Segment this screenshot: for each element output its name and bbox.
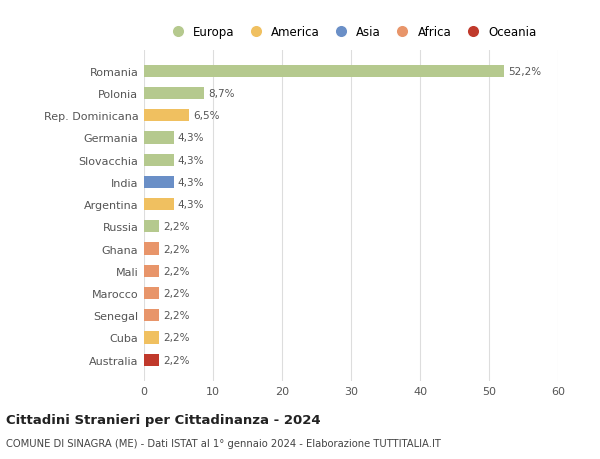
Text: 6,5%: 6,5% (193, 111, 220, 121)
Text: 2,2%: 2,2% (163, 222, 190, 232)
Text: 52,2%: 52,2% (508, 67, 541, 77)
Bar (144, 309, 159, 322)
Text: 4,3%: 4,3% (178, 155, 205, 165)
Text: 2,2%: 2,2% (163, 288, 190, 298)
Bar (144, 354, 159, 366)
Bar (144, 243, 159, 255)
Text: 8,7%: 8,7% (208, 89, 235, 99)
Bar (144, 66, 504, 78)
Bar (144, 154, 173, 167)
Bar (144, 199, 173, 211)
Text: 4,3%: 4,3% (178, 200, 205, 210)
Bar (144, 176, 173, 189)
Bar (144, 221, 159, 233)
Text: COMUNE DI SINAGRA (ME) - Dati ISTAT al 1° gennaio 2024 - Elaborazione TUTTITALIA: COMUNE DI SINAGRA (ME) - Dati ISTAT al 1… (6, 438, 441, 448)
Text: 2,2%: 2,2% (163, 311, 190, 320)
Bar (144, 132, 173, 144)
Bar (144, 110, 189, 122)
Text: 2,2%: 2,2% (163, 266, 190, 276)
Bar (144, 88, 204, 100)
Text: 4,3%: 4,3% (178, 133, 205, 143)
Text: Cittadini Stranieri per Cittadinanza - 2024: Cittadini Stranieri per Cittadinanza - 2… (6, 413, 320, 426)
Bar (144, 331, 159, 344)
Bar (144, 265, 159, 277)
Bar (144, 287, 159, 299)
Text: 2,2%: 2,2% (163, 355, 190, 365)
Text: 2,2%: 2,2% (163, 244, 190, 254)
Text: 2,2%: 2,2% (163, 333, 190, 343)
Text: 4,3%: 4,3% (178, 178, 205, 187)
Legend: Europa, America, Asia, Africa, Oceania: Europa, America, Asia, Africa, Oceania (163, 23, 539, 41)
